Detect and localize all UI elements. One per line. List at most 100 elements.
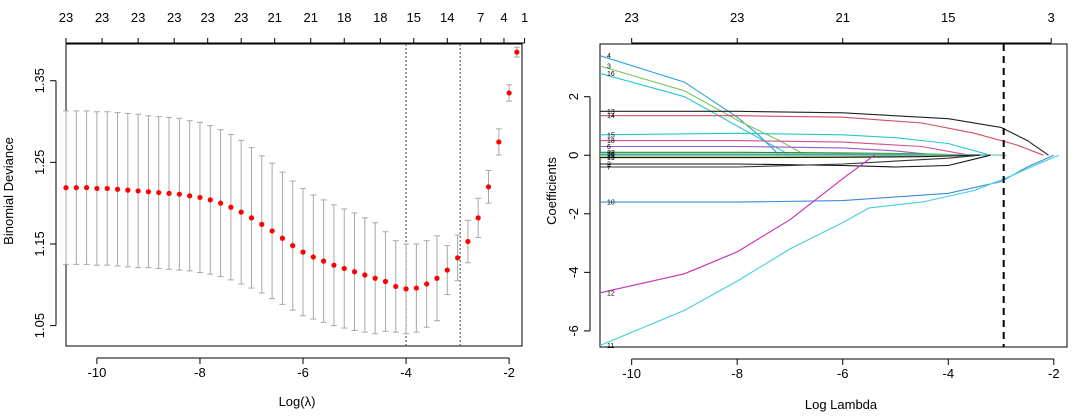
coef-x-tick-label: -2	[1048, 366, 1060, 381]
cv-deviance-plot: -10 -8 -6 -4 -2 1.051.151.251.35 23 23 23 23 23 2…	[1, 10, 528, 409]
cv-point	[248, 215, 255, 221]
coef-x-tick-label: -8	[731, 366, 743, 381]
coef-top-tick-label: 3	[1048, 10, 1055, 25]
cv-point	[197, 194, 203, 201]
cv-point	[434, 275, 440, 281]
cv-point	[485, 184, 492, 190]
cv-point	[207, 197, 213, 203]
cv-point	[403, 286, 409, 292]
coef-top-axis: 23 23 21 15 3	[624, 10, 1055, 44]
coef-plot-frame	[599, 43, 1068, 348]
cv-x-axis: -10 -8 -6 -4 -2	[88, 357, 515, 380]
cv-point	[475, 215, 481, 221]
cv-plot-frame	[65, 43, 523, 347]
cv-point	[104, 185, 110, 192]
cv-y-tick-label: 1.05	[32, 313, 47, 338]
cv-point	[145, 189, 152, 195]
coef-plot-border	[599, 43, 1068, 348]
cv-point	[94, 185, 100, 192]
coef-top-tick-label: 23	[624, 10, 638, 25]
cv-x-axis-title: Log(λ)	[279, 394, 316, 409]
cv-point	[393, 283, 399, 290]
coef-path-3	[599, 65, 807, 156]
cv-x-tick-label: -8	[194, 365, 206, 380]
cv-top-tick-label: 14	[440, 10, 454, 25]
cv-top-tick-label: 15	[407, 10, 421, 25]
cv-point	[454, 255, 461, 261]
cv-point	[217, 200, 224, 206]
coef-y-tick-label: 2	[566, 93, 581, 100]
cv-point	[269, 228, 275, 234]
cv-y-tick-label: 1.15	[32, 231, 47, 256]
coef-path-2	[600, 154, 991, 168]
cv-point	[514, 49, 520, 55]
coef-path-label-7: 7	[607, 164, 611, 171]
coef-y-tick-label: -2	[566, 208, 581, 220]
cv-y-tick-label: 1.35	[32, 68, 47, 93]
coef-path-label-19: 19	[607, 155, 615, 162]
cv-point	[156, 189, 162, 196]
cv-points	[63, 44, 520, 346]
cv-point	[465, 238, 471, 245]
coef-x-axis: -10 -8 -6 -4 -2	[622, 358, 1060, 381]
cv-x-tick-label: -10	[88, 365, 107, 380]
cv-top-tick-label: 18	[337, 10, 351, 25]
coef-top-tick-label: 21	[836, 10, 850, 25]
cv-point	[341, 265, 347, 272]
cv-x-tick-label: -2	[503, 365, 515, 380]
cv-y-axis: 1.05 1.15 1.25 1.35	[32, 68, 57, 338]
cv-x-tick-label: -4	[400, 365, 412, 380]
coef-path-16	[599, 72, 791, 156]
cv-point	[228, 204, 234, 210]
coef-path-label-14: 14	[607, 113, 615, 120]
coef-path-13	[600, 110, 1049, 156]
cv-point	[176, 191, 182, 197]
cv-point	[331, 262, 337, 268]
coef-path-15	[599, 132, 991, 156]
coef-path-label-4: 4	[607, 53, 611, 60]
cv-point	[166, 190, 172, 196]
cv-y-axis-title: Binomial Deviance	[1, 137, 16, 245]
cv-top-tick-label: 23	[131, 10, 145, 25]
coef-path-label-11: 11	[607, 343, 614, 350]
cv-point	[259, 221, 265, 227]
coef-x-tick-label: -10	[622, 366, 641, 381]
coef-path-label-12: 12	[607, 290, 615, 297]
cv-point	[279, 235, 286, 241]
coef-path-18	[600, 140, 970, 156]
cv-top-tick-label: 18	[373, 10, 387, 25]
cv-point	[351, 269, 358, 275]
cv-point	[135, 188, 141, 194]
coef-y-tick-label: -6	[566, 325, 581, 337]
cv-point	[496, 139, 502, 145]
coef-x-axis-title: Log Lambda	[805, 397, 878, 412]
cv-point	[321, 258, 327, 264]
cv-point	[382, 278, 389, 285]
cv-point	[125, 187, 131, 193]
coef-top-tick-label: 15	[941, 10, 955, 25]
coef-path-label-10: 10	[607, 200, 615, 207]
cv-top-tick-label: 23	[95, 10, 109, 25]
cv-point	[84, 185, 90, 191]
coef-path-14	[600, 115, 1044, 156]
coef-y-tick-label: 0	[566, 152, 581, 159]
coef-path-12	[599, 154, 875, 294]
coef-path-6	[600, 145, 938, 156]
cv-point	[372, 275, 378, 281]
cv-plot-border	[65, 43, 523, 347]
cv-top-tick-label: 7	[477, 10, 484, 25]
coef-path-label-3: 3	[607, 63, 611, 70]
cv-point	[424, 281, 430, 287]
cv-point	[290, 243, 296, 249]
coef-path-label-15: 15	[607, 132, 615, 139]
cv-point	[238, 209, 244, 215]
cv-top-tick-label: 21	[267, 10, 281, 25]
cv-point	[187, 193, 193, 199]
cv-y-tick-label: 1.25	[32, 150, 47, 175]
cv-point	[310, 254, 316, 260]
cv-point	[300, 249, 306, 255]
coef-y-tick-label: -4	[566, 267, 581, 279]
cv-x-tick-label: -6	[297, 365, 309, 380]
